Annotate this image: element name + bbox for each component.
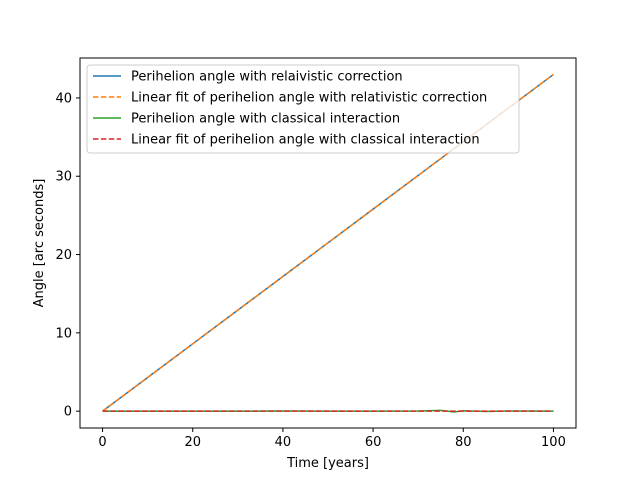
y-tick-label: 0: [64, 405, 72, 420]
y-axis-label: Angle [arc seconds]: [32, 179, 47, 308]
x-tick-label: 40: [275, 435, 292, 450]
y-tick-label: 30: [55, 170, 72, 185]
x-axis-label: Time [years]: [286, 456, 369, 471]
x-tick-label: 60: [365, 435, 382, 450]
y-tick-label: 10: [55, 326, 72, 341]
legend: Perihelion angle with relaivistic correc…: [86, 64, 520, 154]
y-axis-ticks: 0 10 20 30 40: [55, 91, 80, 420]
x-tick-label: 20: [184, 435, 201, 450]
y-tick-label: 20: [55, 248, 72, 263]
axes-frame: [79, 57, 577, 429]
x-axis-ticks: 0 20 40 60 80 100: [98, 428, 566, 450]
legend-label: Perihelion angle with relaivistic correc…: [131, 70, 403, 85]
legend-label: Linear fit of perihelion angle with clas…: [131, 133, 480, 148]
legend-label: Perihelion angle with classical interact…: [131, 112, 400, 127]
legend-box: [86, 64, 520, 154]
legend-label: Linear fit of perihelion angle with rela…: [131, 91, 487, 106]
x-tick-label: 80: [455, 435, 472, 450]
y-tick-label: 40: [55, 91, 72, 106]
x-tick-label: 100: [541, 435, 566, 450]
x-tick-label: 0: [98, 435, 106, 450]
